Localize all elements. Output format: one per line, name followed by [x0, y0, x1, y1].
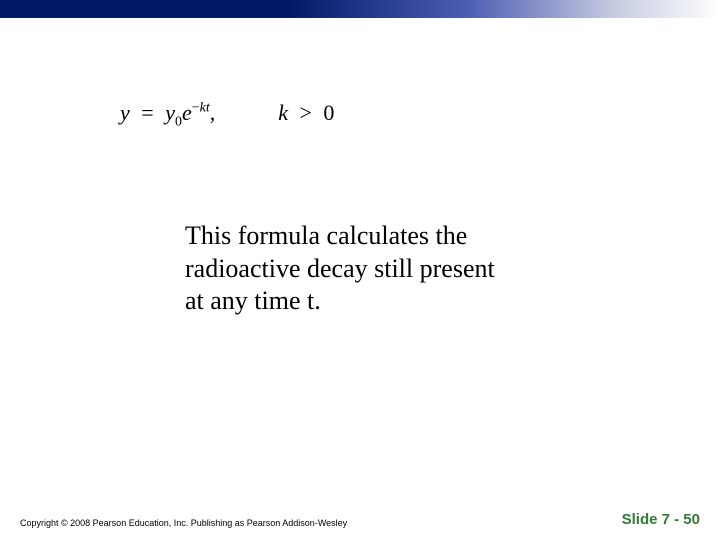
formula-zero: 0: [323, 100, 334, 125]
copyright-text: Copyright © 2008 Pearson Education, Inc.…: [20, 518, 347, 528]
description-text: This formula calculates the radioactive …: [185, 220, 515, 318]
formula-y: y: [120, 100, 130, 125]
header-gradient-bar: [0, 0, 720, 18]
formula-e: e: [182, 100, 192, 125]
formula-gt: >: [300, 100, 312, 125]
slide-number: Slide 7 - 50: [622, 511, 700, 528]
formula: y = y0e−kt, k > 0: [120, 100, 334, 130]
formula-equals: =: [141, 100, 153, 125]
formula-y0-sub: 0: [175, 114, 182, 129]
formula-y0-base: y: [165, 100, 175, 125]
formula-exp-minus: −: [192, 101, 200, 116]
formula-k: k: [278, 100, 288, 125]
footer: Copyright © 2008 Pearson Education, Inc.…: [0, 511, 720, 528]
formula-comma: ,: [210, 100, 216, 125]
